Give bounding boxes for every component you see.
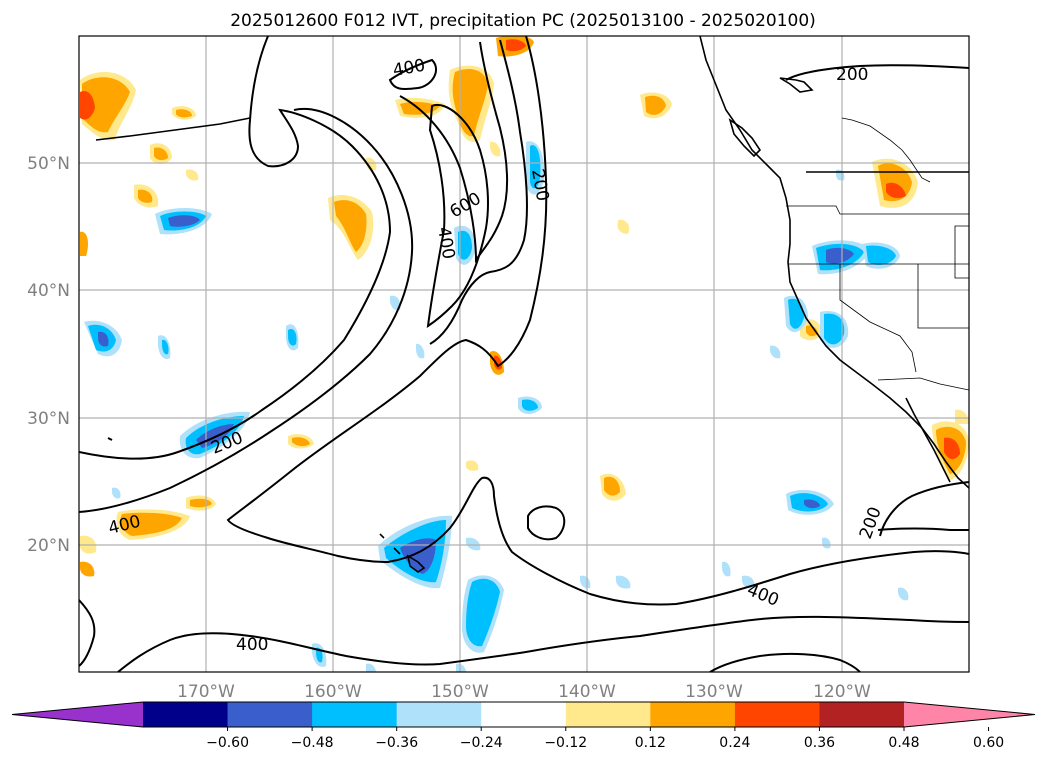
colorbar-bin	[481, 702, 567, 727]
positive-anomalies	[80, 36, 969, 577]
map-title: 2025012600 F012 IVT, precipitation PC (2…	[230, 11, 816, 31]
colorbar-outline	[11, 701, 1036, 728]
map-panel: 400 600 400 200 200 400 200 400 400 200	[79, 36, 969, 672]
colorbar-extend-low	[12, 702, 143, 727]
lon-label-170w: 170°W	[177, 682, 235, 702]
colorbar-bin	[734, 702, 820, 727]
contour-label-200-ne: 200	[836, 65, 868, 85]
lat-label-40n: 40°N	[27, 281, 70, 301]
colorbar-bin	[396, 702, 482, 727]
lon-label-150w: 150°W	[431, 682, 489, 702]
colorbar-tick-label: −0.60	[206, 735, 249, 751]
colorbar-bin	[143, 702, 229, 727]
colorbar-extend-high	[904, 702, 1035, 727]
colorbar-bin	[819, 702, 905, 727]
colorbar-bin	[312, 702, 398, 727]
colorbar-tick-label: 0.12	[635, 735, 666, 751]
pc-shading	[80, 36, 969, 672]
colorbar-tick-label: −0.12	[544, 735, 587, 751]
map-frame	[78, 35, 970, 673]
colorbar-tick-label: −0.36	[375, 735, 418, 751]
colorbar-bin	[565, 702, 651, 727]
colorbar: −0.60 −0.48 −0.36 −0.24 −0.12 0.12 0.24 0.36 0.4…	[11, 701, 1036, 751]
colorbar-bin	[227, 702, 313, 727]
lat-label-50n: 50°N	[27, 154, 70, 174]
longitude-labels: 170°W 160°W 150°W 140°W 130°W 120°W	[177, 682, 871, 702]
latitude-labels: 50°N 40°N 30°N 20°N	[27, 154, 70, 556]
lon-label-140w: 140°W	[558, 682, 616, 702]
negative-anomalies	[84, 141, 909, 672]
colorbar-tick-label: 0.24	[719, 735, 750, 751]
colorbar-tick-label: 0.48	[888, 735, 919, 751]
colorbar-tick-label: −0.24	[460, 735, 503, 751]
lon-label-130w: 130°W	[685, 682, 743, 702]
contour-label-400-south: 400	[236, 635, 268, 655]
colorbar-tick-label: 0.36	[804, 735, 835, 751]
ivt-contours	[79, 36, 969, 672]
colorbar-tick-label: −0.48	[291, 735, 334, 751]
lat-label-30n: 30°N	[27, 409, 70, 429]
coastlines	[95, 36, 969, 573]
lon-label-160w: 160°W	[304, 682, 362, 702]
lat-label-20n: 20°N	[27, 536, 70, 556]
colorbar-bin	[650, 702, 736, 727]
lon-label-120w: 120°W	[813, 682, 871, 702]
colorbar-tick-label: 0.60	[973, 735, 1004, 751]
